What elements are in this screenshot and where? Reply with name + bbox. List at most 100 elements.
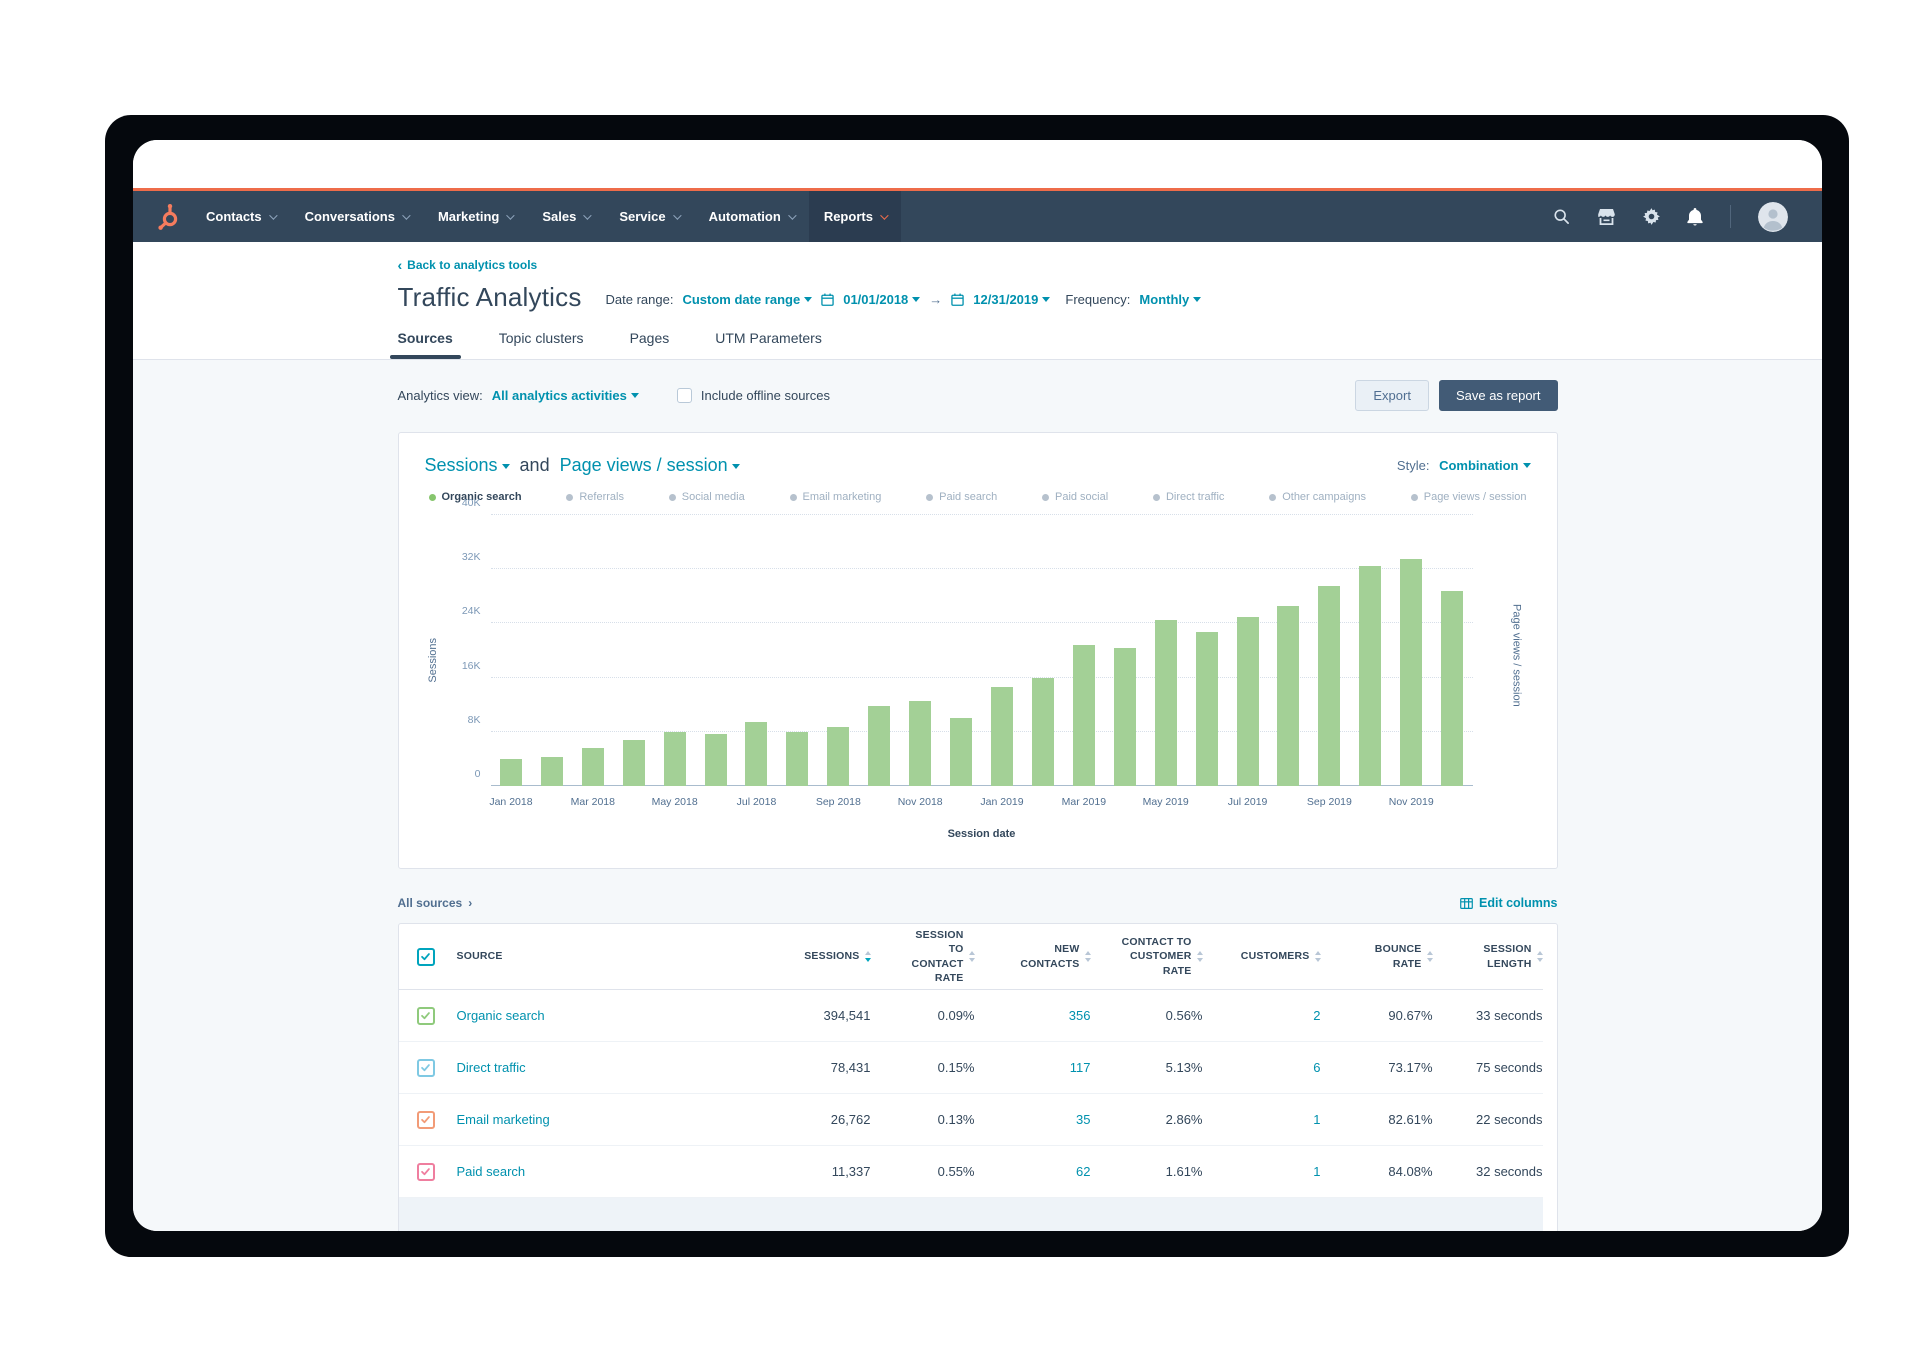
- bar-aug-2018[interactable]: [786, 732, 809, 786]
- row-checkbox[interactable]: [416, 1006, 435, 1025]
- bar-nov-2018[interactable]: [909, 701, 932, 786]
- bar-feb-2019[interactable]: [1031, 678, 1054, 786]
- bar-nov-2019[interactable]: [1400, 559, 1423, 786]
- include-offline-checkbox[interactable]: [676, 387, 692, 403]
- bar-apr-2018[interactable]: [622, 739, 645, 786]
- cell-new-contacts[interactable]: 356: [1068, 1008, 1091, 1023]
- bar-mar-2019[interactable]: [1072, 645, 1095, 786]
- cell-customers[interactable]: 1: [1313, 1164, 1321, 1179]
- bar-sep-2019[interactable]: [1318, 586, 1341, 786]
- column-header-customers[interactable]: CUSTOMERS: [1203, 949, 1321, 963]
- legend-item-paid-search[interactable]: Paid search: [926, 491, 997, 503]
- marketplace-icon[interactable]: [1597, 208, 1616, 225]
- search-icon[interactable]: [1553, 208, 1570, 225]
- nav-item-sales[interactable]: Sales: [527, 191, 604, 242]
- bar-jun-2019[interactable]: [1195, 631, 1218, 786]
- nav-item-reports[interactable]: Reports: [808, 191, 901, 242]
- legend-item-organic-search[interactable]: Organic search: [428, 491, 522, 503]
- bar-may-2019[interactable]: [1154, 620, 1177, 786]
- column-header-contact-to-customer-rate[interactable]: CONTACT TO CUSTOMER RATE: [1091, 935, 1203, 978]
- notifications-icon[interactable]: [1687, 207, 1703, 226]
- avatar[interactable]: [1758, 201, 1788, 232]
- back-to-analytics-link[interactable]: ‹ Back to analytics tools: [398, 242, 1558, 272]
- settings-icon[interactable]: [1643, 208, 1660, 225]
- legend-item-other-campaigns[interactable]: Other campaigns: [1269, 491, 1366, 503]
- bar-aug-2019[interactable]: [1277, 605, 1300, 786]
- tab-utm-parameters[interactable]: UTM Parameters: [715, 330, 822, 346]
- nav-item-automation[interactable]: Automation: [694, 191, 809, 242]
- column-header-bounce-rate[interactable]: BOUNCE RATE: [1321, 942, 1433, 970]
- secondary-metric-select[interactable]: Page views / session: [560, 455, 740, 476]
- source-link[interactable]: Email marketing: [456, 1111, 550, 1127]
- nav-item-conversations[interactable]: Conversations: [290, 191, 423, 242]
- legend-item-page-views-session[interactable]: Page views / session: [1410, 491, 1526, 503]
- bar-jul-2019[interactable]: [1236, 616, 1259, 786]
- calendar-icon: [951, 293, 965, 306]
- cell-new-contacts[interactable]: 35: [1076, 1112, 1091, 1127]
- sort-arrows[interactable]: [864, 950, 871, 962]
- edit-columns-button[interactable]: Edit columns: [1460, 896, 1558, 910]
- legend-item-paid-social[interactable]: Paid social: [1041, 491, 1108, 503]
- bar-jun-2018[interactable]: [704, 733, 727, 786]
- analytics-view-select[interactable]: All analytics activities: [492, 388, 639, 403]
- bar-mar-2018[interactable]: [581, 748, 604, 786]
- legend-item-social-media[interactable]: Social media: [668, 491, 745, 503]
- sort-arrows[interactable]: [1426, 951, 1433, 962]
- sort-arrows[interactable]: [1196, 950, 1203, 962]
- bar-slot: Jul 2019: [1227, 515, 1268, 808]
- row-checkbox[interactable]: [416, 1058, 435, 1077]
- cell-new-contacts[interactable]: 62: [1076, 1164, 1091, 1179]
- bar-oct-2019[interactable]: [1359, 565, 1382, 786]
- row-checkbox[interactable]: [416, 1110, 435, 1129]
- column-header-new-contacts[interactable]: NEW CONTACTS: [975, 942, 1091, 970]
- bar-dec-2019[interactable]: [1441, 590, 1464, 786]
- tab-topic-clusters[interactable]: Topic clusters: [498, 330, 584, 346]
- column-header-session-to-contact-rate[interactable]: SESSION TO CONTACT RATE: [871, 928, 975, 985]
- all-sources-link[interactable]: All sources ›: [398, 896, 473, 910]
- bar-feb-2018[interactable]: [540, 756, 563, 786]
- bar-jan-2018[interactable]: [499, 758, 522, 786]
- start-date-select[interactable]: 01/01/2018: [843, 292, 921, 307]
- row-checkbox[interactable]: [416, 1162, 435, 1181]
- source-link[interactable]: Organic search: [456, 1007, 545, 1023]
- cell-new-contacts[interactable]: 117: [1069, 1060, 1091, 1075]
- end-date-select[interactable]: 12/31/2019: [973, 292, 1051, 307]
- sort-arrows[interactable]: [968, 951, 975, 962]
- style-select[interactable]: Combination: [1439, 458, 1531, 473]
- column-header-sessions[interactable]: SESSIONS: [753, 949, 871, 963]
- bar-jul-2018[interactable]: [745, 722, 768, 786]
- tab-sources[interactable]: Sources: [389, 330, 462, 359]
- primary-metric-select[interactable]: Sessions: [425, 455, 510, 476]
- column-header-session-length[interactable]: SESSION LENGTH: [1433, 942, 1543, 970]
- source-link[interactable]: Paid search: [456, 1163, 526, 1179]
- sort-arrows[interactable]: [1314, 950, 1321, 962]
- bar-may-2018[interactable]: [663, 731, 686, 786]
- bar-sep-2018[interactable]: [827, 727, 850, 786]
- bar-slot: Sep 2018: [816, 515, 861, 808]
- legend-item-direct-traffic[interactable]: Direct traffic: [1152, 491, 1224, 503]
- cell-customers[interactable]: 6: [1313, 1060, 1321, 1075]
- sort-arrows[interactable]: [1084, 951, 1091, 962]
- bar-dec-2018[interactable]: [950, 717, 973, 786]
- legend-item-email-marketing[interactable]: Email marketing: [789, 491, 881, 503]
- nav-item-service[interactable]: Service: [604, 191, 693, 242]
- bar-jan-2019[interactable]: [991, 687, 1014, 786]
- cell-customers[interactable]: 1: [1313, 1112, 1321, 1127]
- export-button[interactable]: Export: [1355, 379, 1429, 411]
- sort-arrows[interactable]: [1536, 951, 1543, 962]
- legend-item-referrals[interactable]: Referrals: [566, 491, 624, 503]
- bar-apr-2019[interactable]: [1113, 647, 1136, 786]
- nav-item-contacts[interactable]: Contacts: [191, 191, 290, 242]
- date-range-select[interactable]: Custom date range: [682, 292, 813, 307]
- frequency-select[interactable]: Monthly: [1139, 292, 1202, 307]
- nav-item-marketing[interactable]: Marketing: [423, 191, 527, 242]
- save-as-report-button[interactable]: Save as report: [1438, 379, 1558, 411]
- back-link-label: Back to analytics tools: [407, 258, 538, 272]
- legend-label: Referrals: [579, 491, 624, 503]
- tab-pages[interactable]: Pages: [629, 330, 670, 346]
- select-all-checkbox[interactable]: [416, 947, 435, 966]
- bar-oct-2018[interactable]: [868, 706, 891, 786]
- hubspot-logo-icon[interactable]: [145, 191, 191, 242]
- source-link[interactable]: Direct traffic: [456, 1059, 526, 1075]
- cell-customers[interactable]: 2: [1313, 1008, 1321, 1023]
